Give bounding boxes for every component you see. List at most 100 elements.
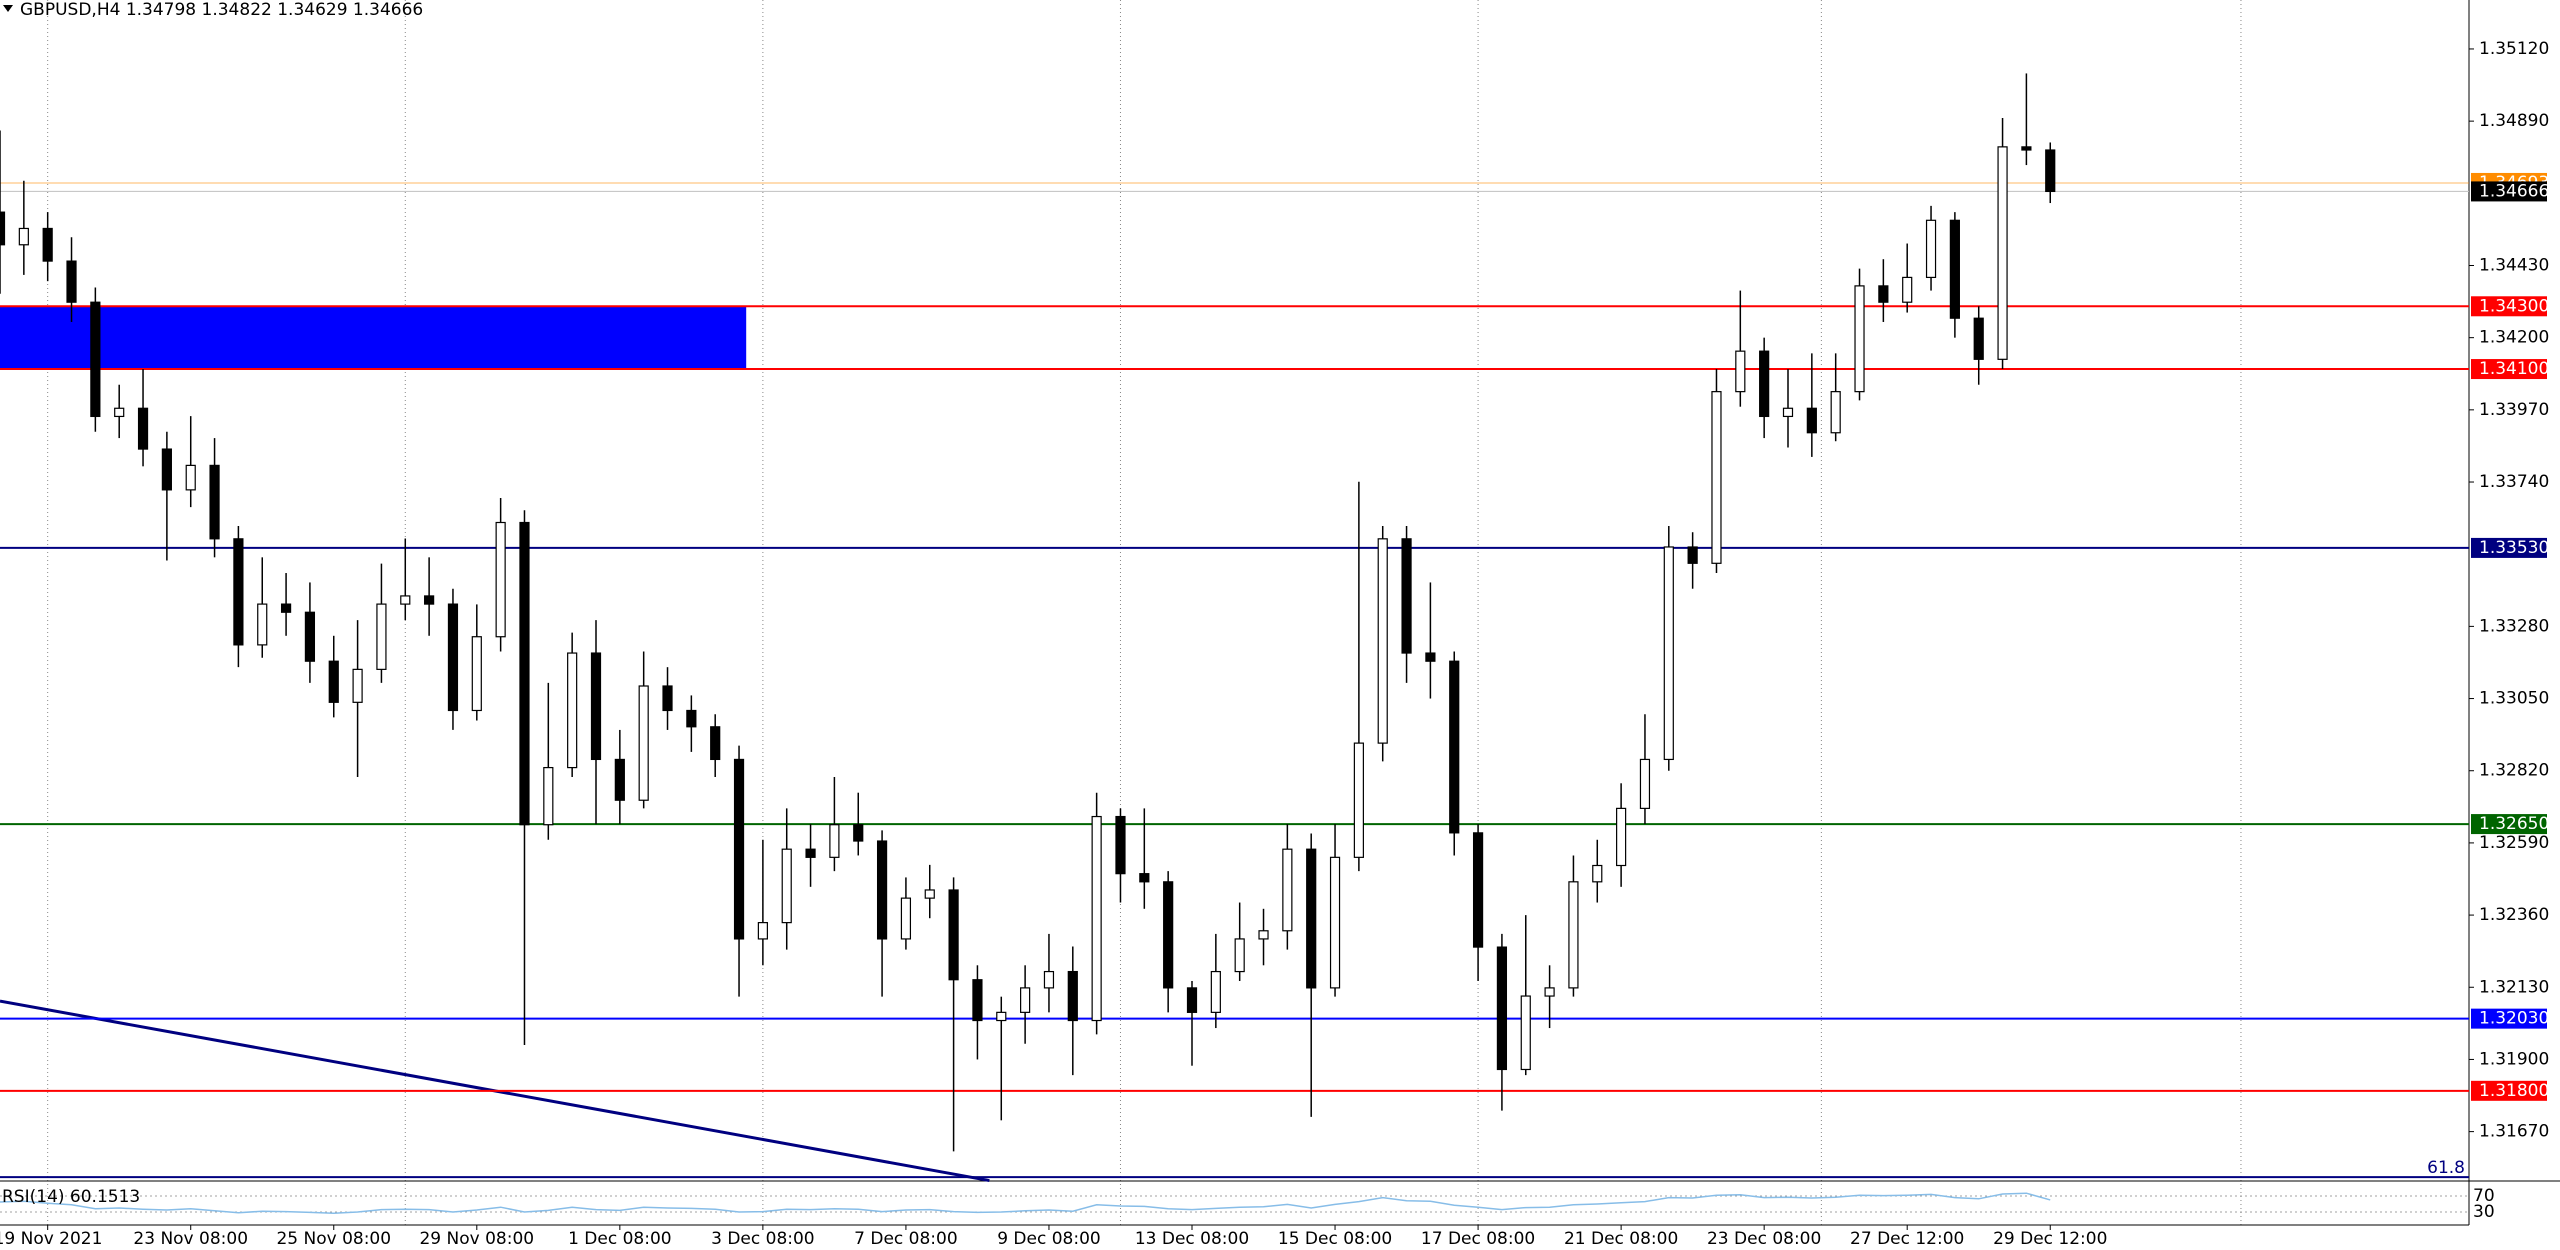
candle-body xyxy=(1329,856,1341,989)
candle-body xyxy=(1711,391,1722,564)
candle-body xyxy=(471,636,482,712)
candle-body xyxy=(972,979,983,1022)
candle-body xyxy=(1425,652,1436,662)
candle-body xyxy=(876,840,888,940)
x-tick-label: 13 Dec 08:00 xyxy=(1135,1229,1249,1249)
candle-body xyxy=(185,464,196,491)
candle-body xyxy=(1854,285,1865,393)
candle-body xyxy=(1520,995,1531,1071)
candle-body xyxy=(1186,987,1198,1013)
y-tick-label: 1.34200 xyxy=(2479,328,2549,348)
y-tick-label: 1.32820 xyxy=(2479,761,2549,781)
candle-body xyxy=(924,889,935,899)
rsi-tick-label: 70 xyxy=(2473,1186,2495,1206)
rsi-line xyxy=(0,1192,2051,1214)
candle-body xyxy=(1592,864,1603,883)
y-tick-label: 1.32130 xyxy=(2479,977,2549,997)
candle-body xyxy=(1449,660,1460,834)
candle-body xyxy=(280,603,292,613)
y-tick-label: 1.31670 xyxy=(2479,1122,2549,1142)
candle-body xyxy=(1949,219,1960,319)
candle-body xyxy=(1616,807,1627,867)
candle-body xyxy=(66,260,77,303)
candle-body xyxy=(1878,285,1889,303)
candle-body xyxy=(233,538,244,646)
candle-body xyxy=(710,726,721,761)
candle-body xyxy=(0,211,6,246)
candle-body xyxy=(733,758,745,940)
candle-body xyxy=(400,595,411,605)
candle-body xyxy=(1496,946,1508,1071)
candle-body xyxy=(114,407,125,418)
candle-body xyxy=(853,824,864,842)
candle-body xyxy=(1067,970,1078,1022)
candle-body xyxy=(18,227,29,246)
candle-body xyxy=(1210,970,1221,1013)
candle-body xyxy=(304,611,316,662)
y-tick-label: 1.35120 xyxy=(2479,39,2549,59)
candle-body xyxy=(1544,987,1555,997)
candle-body xyxy=(1568,881,1579,989)
price-tag-label: 1.34100 xyxy=(2479,359,2549,379)
candle-body xyxy=(352,668,363,703)
x-tick-label: 21 Dec 08:00 xyxy=(1564,1229,1678,1249)
candle-body xyxy=(447,603,459,712)
candle-body xyxy=(948,889,959,981)
candle-body xyxy=(1687,546,1698,564)
candle-body xyxy=(1306,848,1317,989)
candle-body xyxy=(2045,149,2056,193)
x-tick-label: 29 Nov 08:00 xyxy=(419,1229,534,1249)
candle-body xyxy=(900,897,912,940)
x-tick-label: 9 Dec 08:00 xyxy=(997,1229,1101,1249)
price-tag-label: 1.32650 xyxy=(2479,814,2549,834)
x-tick-label: 1 Dec 08:00 xyxy=(568,1229,672,1249)
collapse-arrow[interactable] xyxy=(3,5,13,12)
candle-body xyxy=(1258,930,1269,940)
price-tag xyxy=(2471,296,2547,317)
x-tick-label: 25 Nov 08:00 xyxy=(276,1229,391,1249)
candle-body xyxy=(662,685,673,712)
x-tick-label: 27 Dec 12:00 xyxy=(1850,1229,1964,1249)
candle-body xyxy=(1282,848,1293,932)
price-tag xyxy=(2471,814,2547,835)
price-tag xyxy=(2471,1080,2547,1101)
price-tag-label: 1.33530 xyxy=(2479,538,2549,558)
candle-body xyxy=(543,766,554,826)
candle-body xyxy=(376,603,387,670)
candle-body xyxy=(567,652,578,769)
chart-title: GBPUSD,H4 1.34798 1.34822 1.34629 1.3466… xyxy=(20,0,423,20)
candle-body xyxy=(161,448,172,491)
candle-body xyxy=(495,521,506,638)
candle-body xyxy=(829,824,840,858)
price-tag xyxy=(2471,181,2547,202)
price-tag-label: 1.32030 xyxy=(2479,1009,2549,1029)
candle-body xyxy=(996,1011,1007,1022)
candle-body xyxy=(137,407,149,450)
candle-body xyxy=(1997,146,2008,360)
candle-body xyxy=(1115,815,1126,875)
candle-body xyxy=(1401,538,1412,654)
candle-body xyxy=(1163,881,1174,989)
candle-body xyxy=(1043,970,1055,989)
y-tick-label: 1.33280 xyxy=(2479,616,2549,636)
x-tick-label: 15 Dec 08:00 xyxy=(1278,1229,1392,1249)
x-tick-label: 17 Dec 08:00 xyxy=(1421,1229,1535,1249)
y-tick-label: 1.34890 xyxy=(2479,111,2549,131)
x-tick-label: 29 Dec 12:00 xyxy=(1993,1229,2107,1249)
price-tag xyxy=(2471,1008,2547,1029)
zone xyxy=(0,306,747,370)
candle-body xyxy=(638,685,649,801)
y-tick-label: 1.33740 xyxy=(2479,472,2549,492)
candle-body xyxy=(757,922,768,940)
candle-body xyxy=(2021,146,2032,151)
candle-body xyxy=(328,660,339,703)
candle-body xyxy=(781,848,792,924)
candle-body xyxy=(1020,987,1031,1013)
price-tag-label: 1.31800 xyxy=(2479,1081,2549,1101)
candle-body xyxy=(590,652,602,761)
candle-body xyxy=(519,521,530,826)
candle-body xyxy=(1806,407,1817,434)
fibo-label: 61.8 xyxy=(2427,1158,2465,1178)
x-tick-label: 3 Dec 08:00 xyxy=(711,1229,815,1249)
candle-body xyxy=(1377,538,1388,744)
